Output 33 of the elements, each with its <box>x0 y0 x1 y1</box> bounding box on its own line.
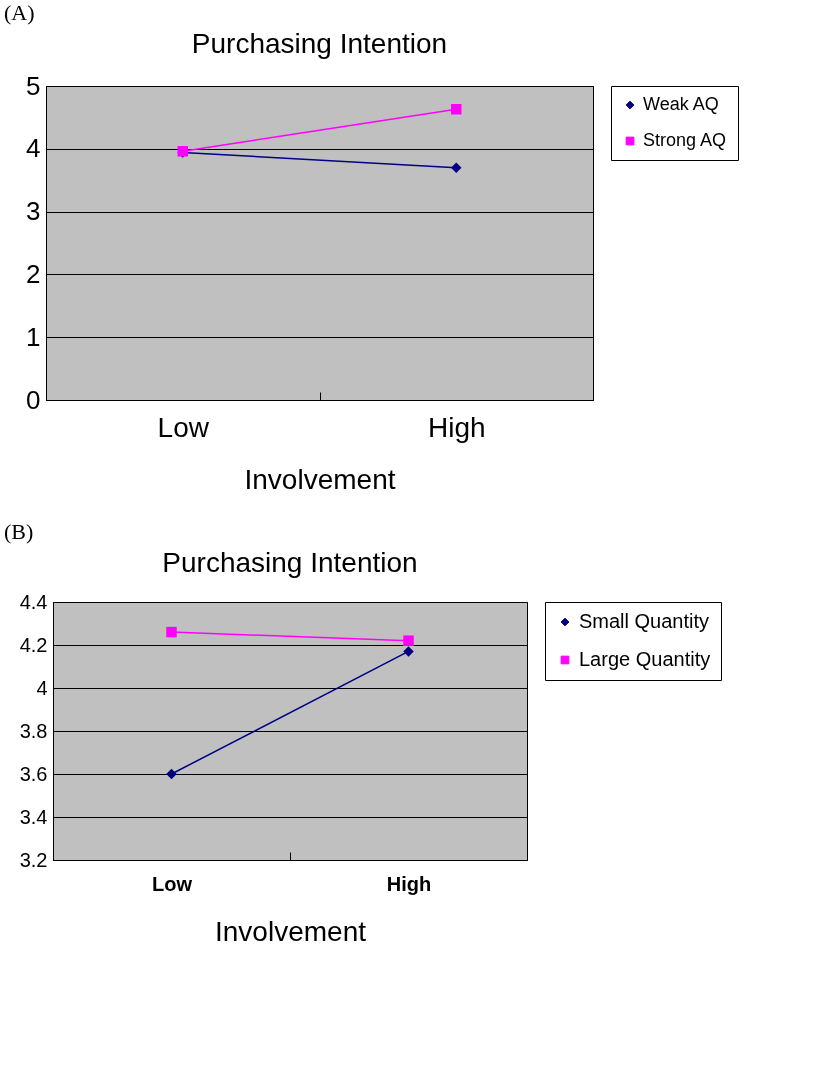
legend-label: Large Quantity <box>579 648 711 670</box>
point <box>451 103 462 115</box>
point <box>403 646 414 657</box>
point <box>451 162 462 173</box>
y-tick-label: 4 <box>26 133 41 164</box>
chart-title: Purchasing Intention <box>191 28 448 59</box>
legend-label: Small Quantity <box>579 610 710 632</box>
legend-label: Weak AQ <box>643 94 719 114</box>
y-tick-label: 3.8 <box>19 719 48 742</box>
y-tick-label: 3.6 <box>19 762 48 785</box>
x-tick-label: High <box>427 411 486 443</box>
point <box>166 626 177 638</box>
y-tick-label: 3.4 <box>19 805 48 828</box>
x-tick-label: Low <box>157 411 210 443</box>
x-axis-title: Involvement <box>244 463 396 495</box>
legend-label: Strong AQ <box>643 130 727 150</box>
text: (B) <box>3 519 35 545</box>
y-tick-label: 3.2 <box>19 848 48 871</box>
x-tick-label: High <box>386 872 432 895</box>
y-tick-label: 5 <box>26 70 41 101</box>
point <box>403 635 414 646</box>
point <box>166 768 177 780</box>
text: (A) <box>3 0 36 26</box>
x-tick-label: Low <box>152 872 193 895</box>
y-tick-label: 4.4 <box>19 590 48 613</box>
x-axis-title: Involvement <box>215 915 367 947</box>
y-tick-label: 4 <box>36 676 48 699</box>
y-tick-label: 1 <box>26 321 41 352</box>
y-tick-label: 4.2 <box>19 633 48 656</box>
chart-title: Purchasing Intention <box>162 547 418 578</box>
y-tick-label: 2 <box>26 258 41 289</box>
y-tick-label: 3 <box>26 196 41 227</box>
y-tick-label: 0 <box>26 384 41 415</box>
